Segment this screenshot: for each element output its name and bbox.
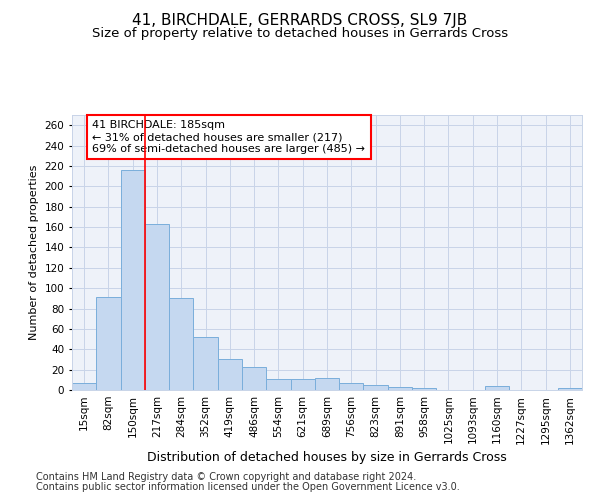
Text: 41, BIRCHDALE, GERRARDS CROSS, SL9 7JB: 41, BIRCHDALE, GERRARDS CROSS, SL9 7JB <box>133 12 467 28</box>
Bar <box>485 386 509 390</box>
Bar <box>242 366 266 390</box>
Text: 41 BIRCHDALE: 185sqm
← 31% of detached houses are smaller (217)
69% of semi-deta: 41 BIRCHDALE: 185sqm ← 31% of detached h… <box>92 120 365 154</box>
Y-axis label: Number of detached properties: Number of detached properties <box>29 165 39 340</box>
Bar <box>72 383 96 390</box>
Bar <box>145 224 169 390</box>
Bar <box>339 383 364 390</box>
X-axis label: Distribution of detached houses by size in Gerrards Cross: Distribution of detached houses by size … <box>147 450 507 464</box>
Bar <box>364 385 388 390</box>
Text: Size of property relative to detached houses in Gerrards Cross: Size of property relative to detached ho… <box>92 28 508 40</box>
Bar <box>290 379 315 390</box>
Text: Contains HM Land Registry data © Crown copyright and database right 2024.: Contains HM Land Registry data © Crown c… <box>36 472 416 482</box>
Bar <box>315 378 339 390</box>
Bar <box>121 170 145 390</box>
Bar <box>388 387 412 390</box>
Bar <box>169 298 193 390</box>
Bar <box>96 298 121 390</box>
Bar <box>266 379 290 390</box>
Bar <box>412 388 436 390</box>
Bar <box>558 388 582 390</box>
Bar <box>218 360 242 390</box>
Bar <box>193 337 218 390</box>
Text: Contains public sector information licensed under the Open Government Licence v3: Contains public sector information licen… <box>36 482 460 492</box>
